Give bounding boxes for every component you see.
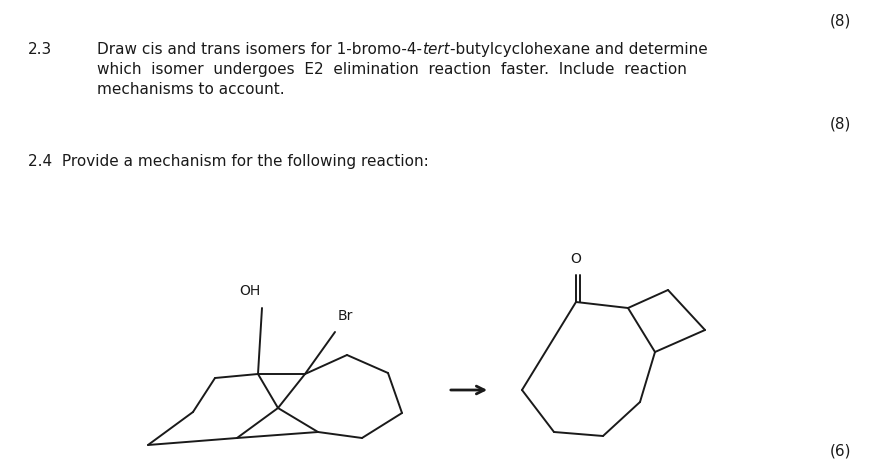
Text: Draw cis and trans isomers for 1-bromo-4-: Draw cis and trans isomers for 1-bromo-4…: [97, 42, 422, 57]
Text: OH: OH: [240, 284, 260, 298]
Text: 2.4  Provide a mechanism for the following reaction:: 2.4 Provide a mechanism for the followin…: [28, 154, 429, 169]
Text: tert: tert: [422, 42, 449, 57]
Text: -butylcyclohexane and determine: -butylcyclohexane and determine: [449, 42, 707, 57]
Text: which  isomer  undergoes  E2  elimination  reaction  faster.  Include  reaction: which isomer undergoes E2 elimination re…: [97, 62, 687, 77]
Text: O: O: [571, 252, 582, 266]
Text: Br: Br: [338, 309, 354, 323]
Text: (8): (8): [829, 13, 851, 28]
Text: 2.3: 2.3: [28, 42, 52, 57]
Text: (8): (8): [829, 116, 851, 131]
Text: mechanisms to account.: mechanisms to account.: [97, 82, 285, 97]
Text: (6): (6): [829, 443, 851, 458]
